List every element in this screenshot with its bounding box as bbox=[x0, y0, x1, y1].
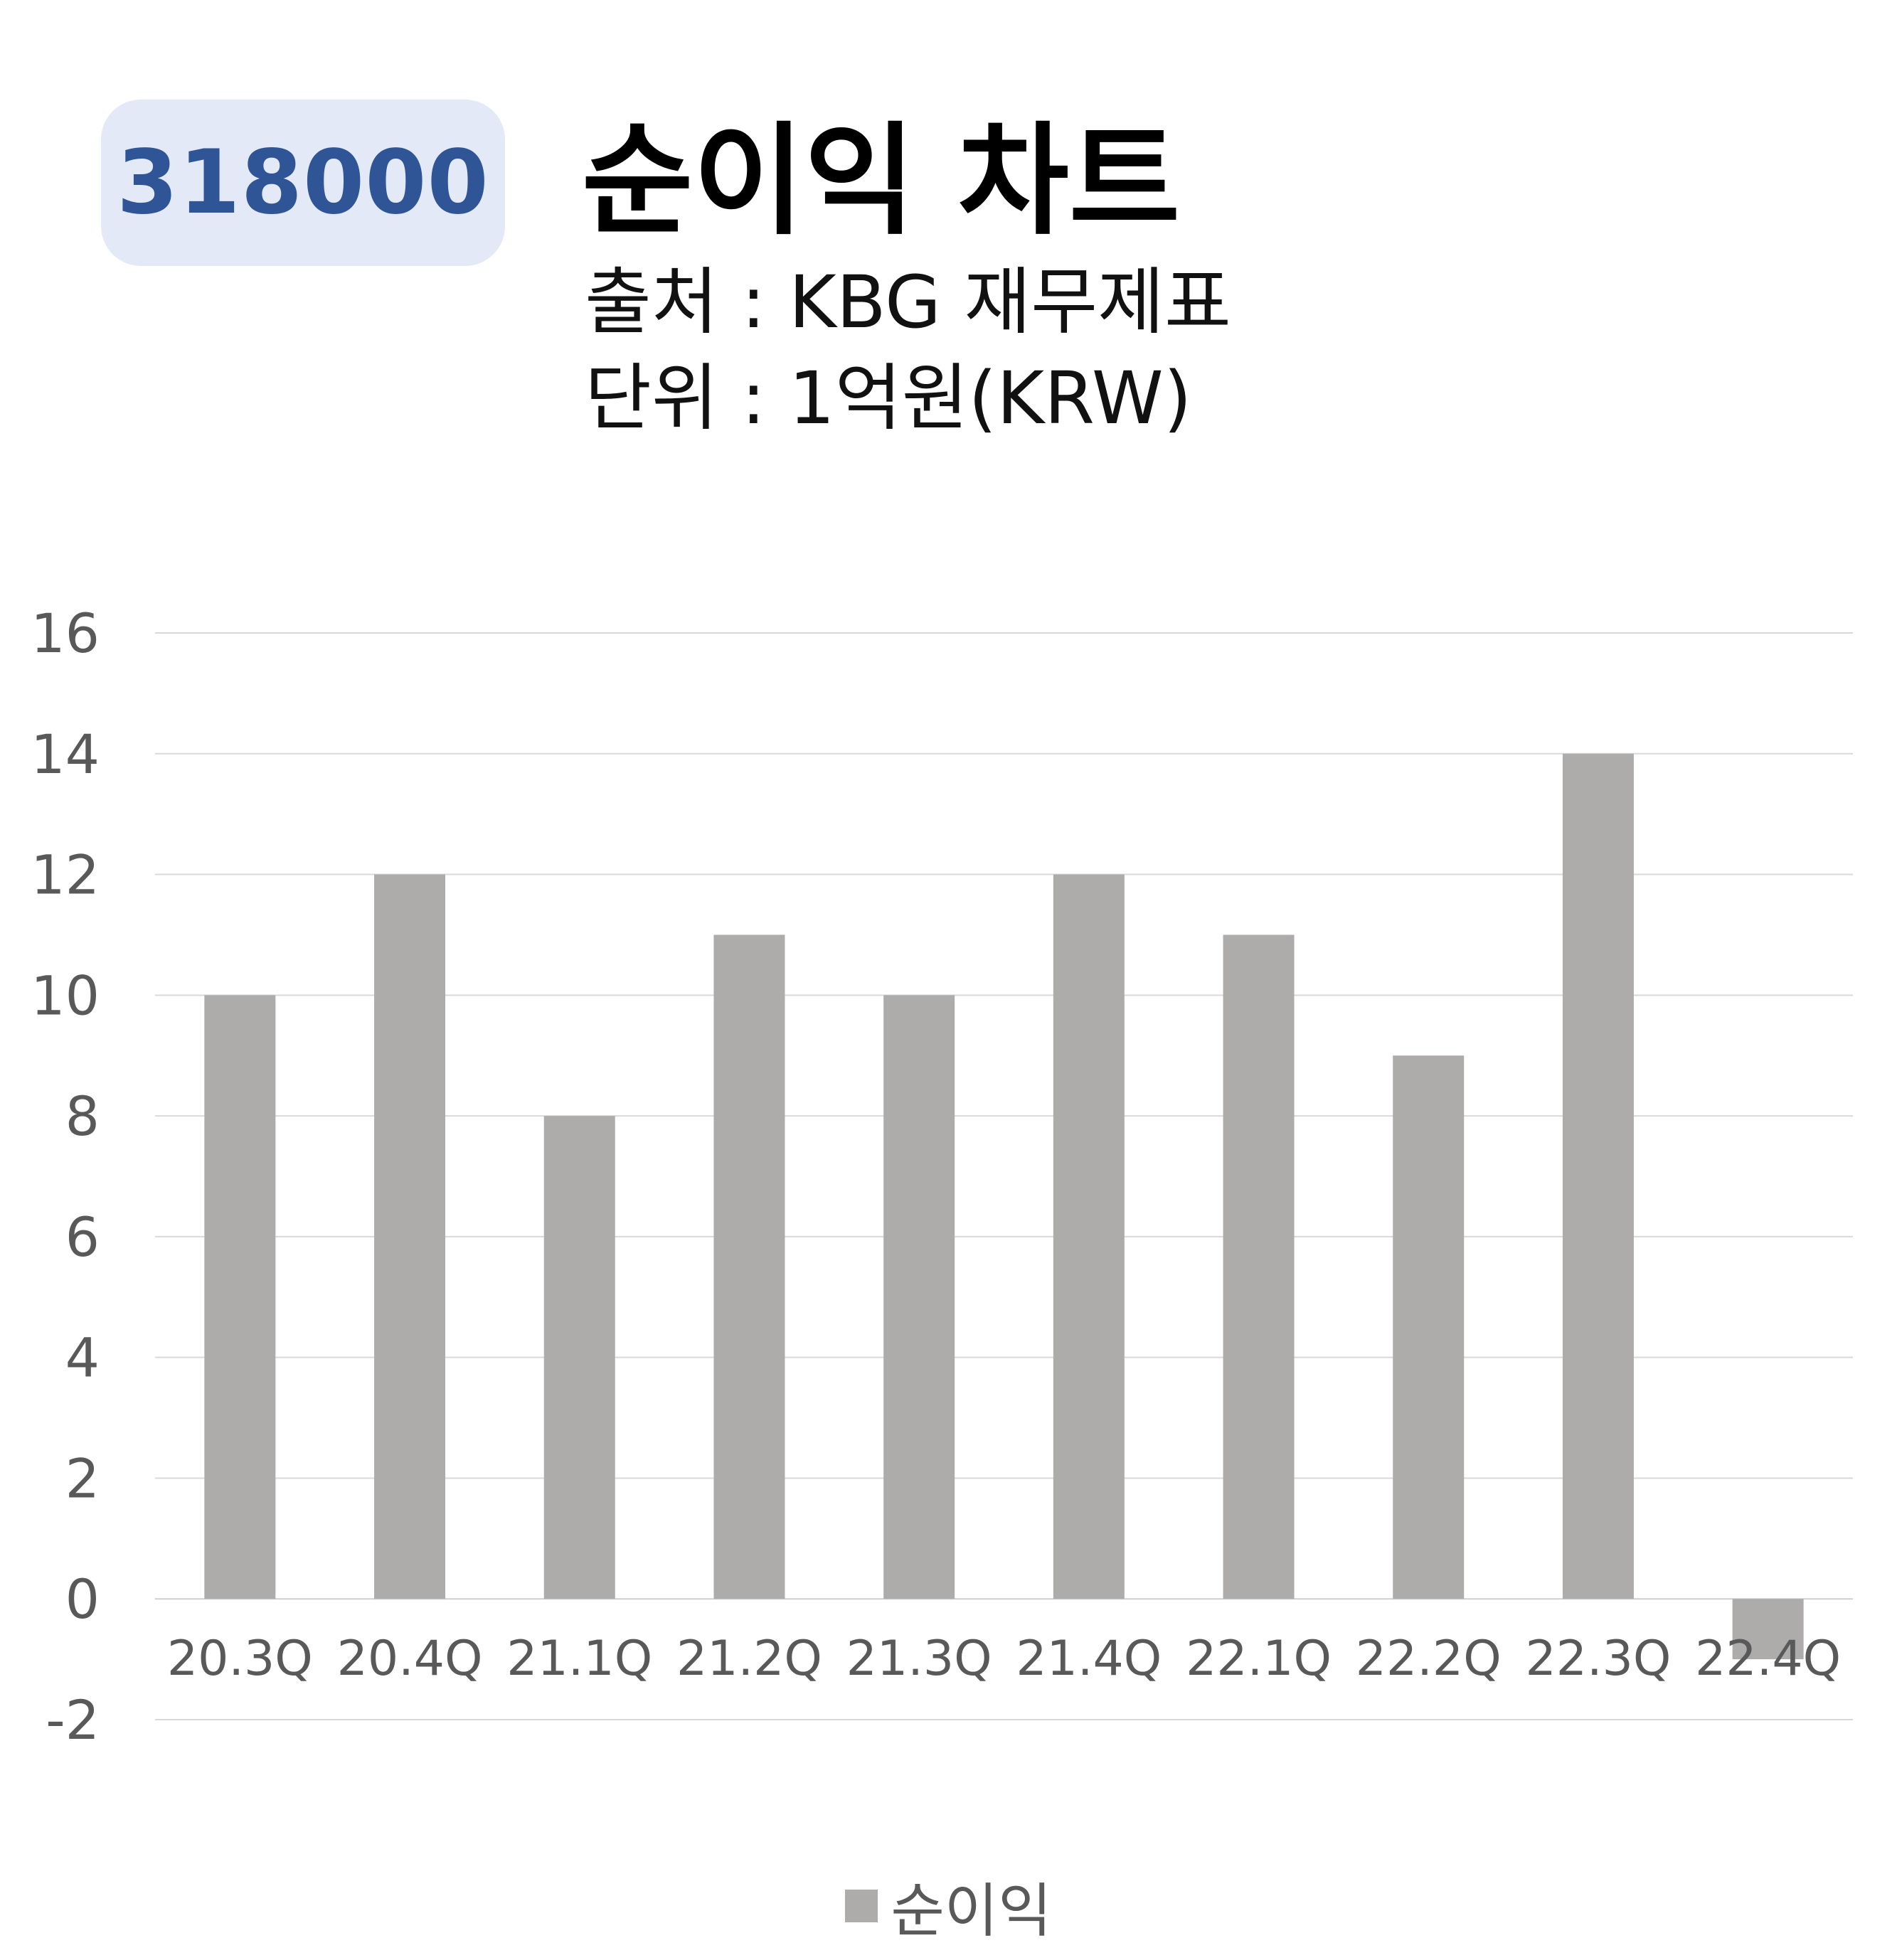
unit-label: 단위 : 1억원(KRW) bbox=[585, 356, 1192, 441]
bar bbox=[1732, 1599, 1804, 1660]
y-tick-label: 0 bbox=[65, 1567, 100, 1631]
bar bbox=[204, 995, 276, 1599]
bar-chart: -2 0 2 4 6 8 10 12 14 16 20.3Q 20.4Q 21.1Q 21.2Q 21.3Q… bbox=[31, 602, 1853, 1752]
x-tick-label: 22.1Q bbox=[1186, 1631, 1332, 1687]
source-label: 출처 : KBG 재무제표 bbox=[585, 260, 1231, 345]
legend-label: 순이익 bbox=[891, 1878, 1052, 1945]
legend-swatch bbox=[845, 1889, 878, 1922]
bar bbox=[1393, 1055, 1465, 1599]
y-tick-label: 14 bbox=[31, 723, 100, 786]
y-tick-label: 6 bbox=[65, 1205, 100, 1269]
x-tick-label: 20.4Q bbox=[337, 1631, 483, 1687]
y-tick-label: 2 bbox=[65, 1447, 100, 1510]
chart-title: 순이익 차트 bbox=[582, 111, 1181, 252]
stock-code-badge: 318000 bbox=[101, 100, 505, 266]
bar bbox=[1562, 753, 1634, 1599]
x-tick-label: 21.4Q bbox=[1016, 1631, 1162, 1687]
x-tick-label: 20.3Q bbox=[167, 1631, 313, 1687]
x-tick-label: 22.4Q bbox=[1695, 1631, 1841, 1687]
y-tick-label: -2 bbox=[46, 1688, 100, 1752]
x-tick-label: 21.3Q bbox=[846, 1631, 992, 1687]
y-tick-label: 4 bbox=[65, 1326, 100, 1390]
y-tick-label: 12 bbox=[31, 843, 100, 907]
x-tick-label: 22.3Q bbox=[1525, 1631, 1671, 1687]
bar bbox=[1223, 934, 1295, 1599]
y-tick-label: 10 bbox=[31, 964, 100, 1027]
x-tick-label: 21.2Q bbox=[676, 1631, 822, 1687]
bar bbox=[1053, 874, 1125, 1599]
bar bbox=[543, 1116, 615, 1599]
chart-legend: 순이익 bbox=[0, 1863, 1897, 1948]
x-tick-label: 22.2Q bbox=[1356, 1631, 1502, 1687]
x-tick-label: 21.1Q bbox=[506, 1631, 652, 1687]
bar bbox=[374, 874, 446, 1599]
bar bbox=[713, 934, 785, 1599]
stock-code-text: 318000 bbox=[117, 132, 489, 234]
y-tick-label: 8 bbox=[65, 1085, 100, 1148]
bar bbox=[883, 995, 955, 1599]
y-tick-label: 16 bbox=[31, 602, 100, 665]
